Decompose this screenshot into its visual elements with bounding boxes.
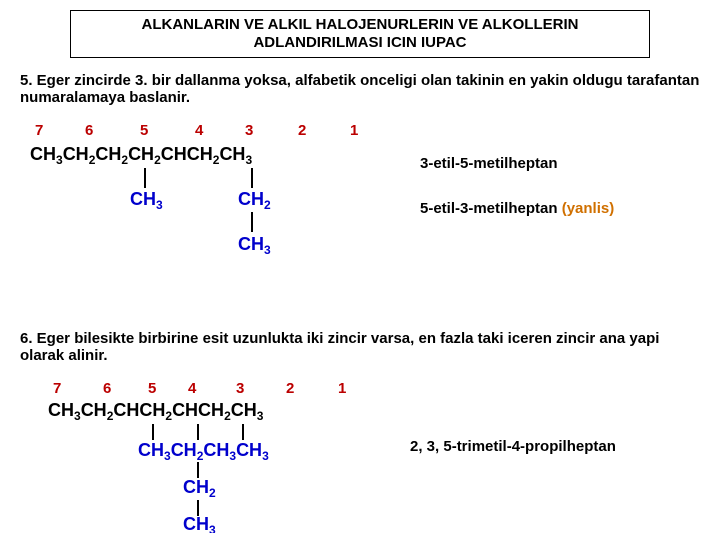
main-chain-2: CH3CH2CHCH2CHCH2CH3 [48,400,264,423]
molecule-1: 7 6 5 4 3 2 1 CH3CH2CH2CH2CHCH2CH3 CH3 C… [30,120,400,290]
m2-branch-ch3-end: CH3 [183,514,216,533]
m2-branch-ch2-2: CH2 [183,477,216,500]
carbon-num-7: 7 [35,122,43,139]
carbon-num-6: 6 [85,122,93,139]
main-chain-1: CH3CH2CH2CH2CHCH2CH3 [30,144,252,167]
compound-name-correct: 3-etil-5-metilheptan [420,155,558,172]
carbon-num-2: 2 [298,122,306,139]
rule-6-text: 6. Eger bilesikte birbirine esit uzunluk… [20,330,700,364]
m2-branch-line1: CH3CH2CH3CH3 [138,440,269,463]
m2-carbon-num-2: 2 [286,380,294,397]
branch-ch2-c3: CH2 [238,189,271,212]
branch-ch3-ethyl: CH3 [238,234,271,257]
wrong-label: (yanlis) [558,200,615,217]
carbon-num-3: 3 [245,122,253,139]
m2-carbon-num-3: 3 [236,380,244,397]
m2-carbon-num-1: 1 [338,380,346,397]
m2-carbon-num-7: 7 [53,380,61,397]
wrong-name-text: 5-etil-3-metilheptan [420,200,558,217]
rule-5-text: 5. Eger zincirde 3. bir dallanma yoksa, … [20,72,700,106]
m2-carbon-num-6: 6 [103,380,111,397]
branch-methyl-c5: CH3 [130,189,163,212]
compound-name-2: 2, 3, 5-trimetil-4-propilheptan [410,438,616,455]
carbon-num-4: 4 [195,122,204,139]
title-line-2: ADLANDIRILMASI ICIN IUPAC [253,34,466,52]
carbon-num-5: 5 [140,122,148,139]
molecule-2: 7 6 5 4 3 2 1 CH3CH2CHCH2CHCH2CH3 CH3CH2… [48,378,378,533]
title-line-1: ALKANLARIN VE ALKIL HALOJENURLERIN VE AL… [142,16,579,34]
compound-name-wrong: 5-etil-3-metilheptan (yanlis) [420,200,614,217]
title-header: ALKANLARIN VE ALKIL HALOJENURLERIN VE AL… [70,10,650,58]
m2-carbon-num-4: 4 [188,380,197,397]
carbon-num-1: 1 [350,122,358,139]
m2-carbon-num-5: 5 [148,380,156,397]
